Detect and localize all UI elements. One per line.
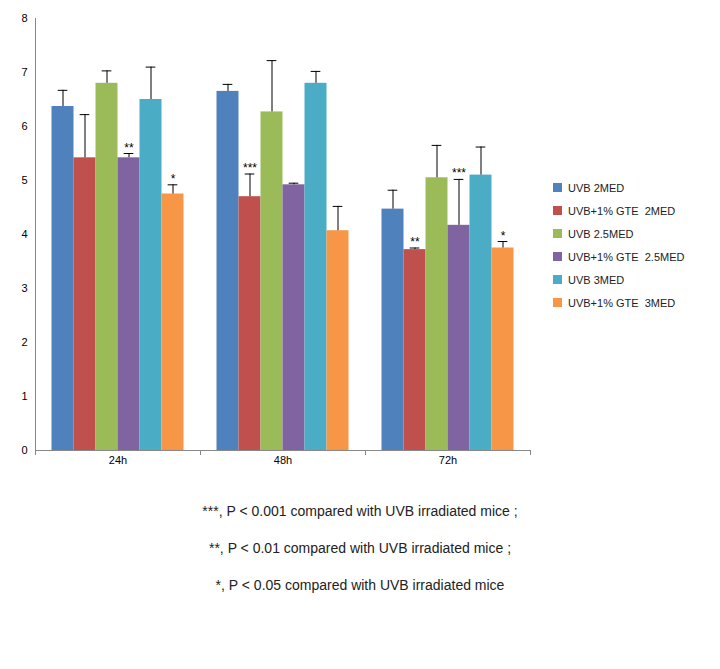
svg-text:***: *** [243,161,257,175]
html-text:UVB+1% GTE 3MED: UVB+1% GTE 3MED [568,296,676,309]
html-text:UVB+1% GTE 2.5MED: UVB+1% GTE 2.5MED [568,250,685,263]
html-text:**, P < 0.01 compared with UVB: **, P < 0.01 compared with UVB irradiate… [209,540,511,556]
svg-text:1: 1 [21,390,27,402]
html-text:UVB 3MED: UVB 3MED [568,273,625,286]
svg-text:*: * [501,229,506,243]
svg-text:6: 6 [21,120,27,132]
svg-text:8: 8 [21,12,27,24]
svg-text:*: * [171,172,176,186]
html-text:***, P < 0.001 compared with U: ***, P < 0.001 compared with UVB irradia… [202,503,518,519]
html-text:*, P < 0.05 compared with UVB: *, P < 0.05 compared with UVB irradiated… [215,577,505,593]
svg-text:5: 5 [21,174,27,186]
svg-text:***: *** [452,166,466,180]
svg-text:0: 0 [21,444,27,456]
html-text:UVB+1% GTE 2MED: UVB+1% GTE 2MED [568,204,676,217]
svg-text:7: 7 [21,66,27,78]
html-text:UVB 2.5MED: UVB 2.5MED [568,227,634,240]
svg-text:3: 3 [21,282,27,294]
svg-text:24h: 24h [109,454,127,466]
html-text:UVB 2MED: UVB 2MED [568,181,625,194]
svg-text:72h: 72h [439,454,457,466]
svg-text:4: 4 [21,228,27,240]
svg-text:**: ** [410,235,420,249]
svg-text:**: ** [124,141,134,155]
svg-text:2: 2 [21,336,27,348]
svg-text:48h: 48h [274,454,292,466]
